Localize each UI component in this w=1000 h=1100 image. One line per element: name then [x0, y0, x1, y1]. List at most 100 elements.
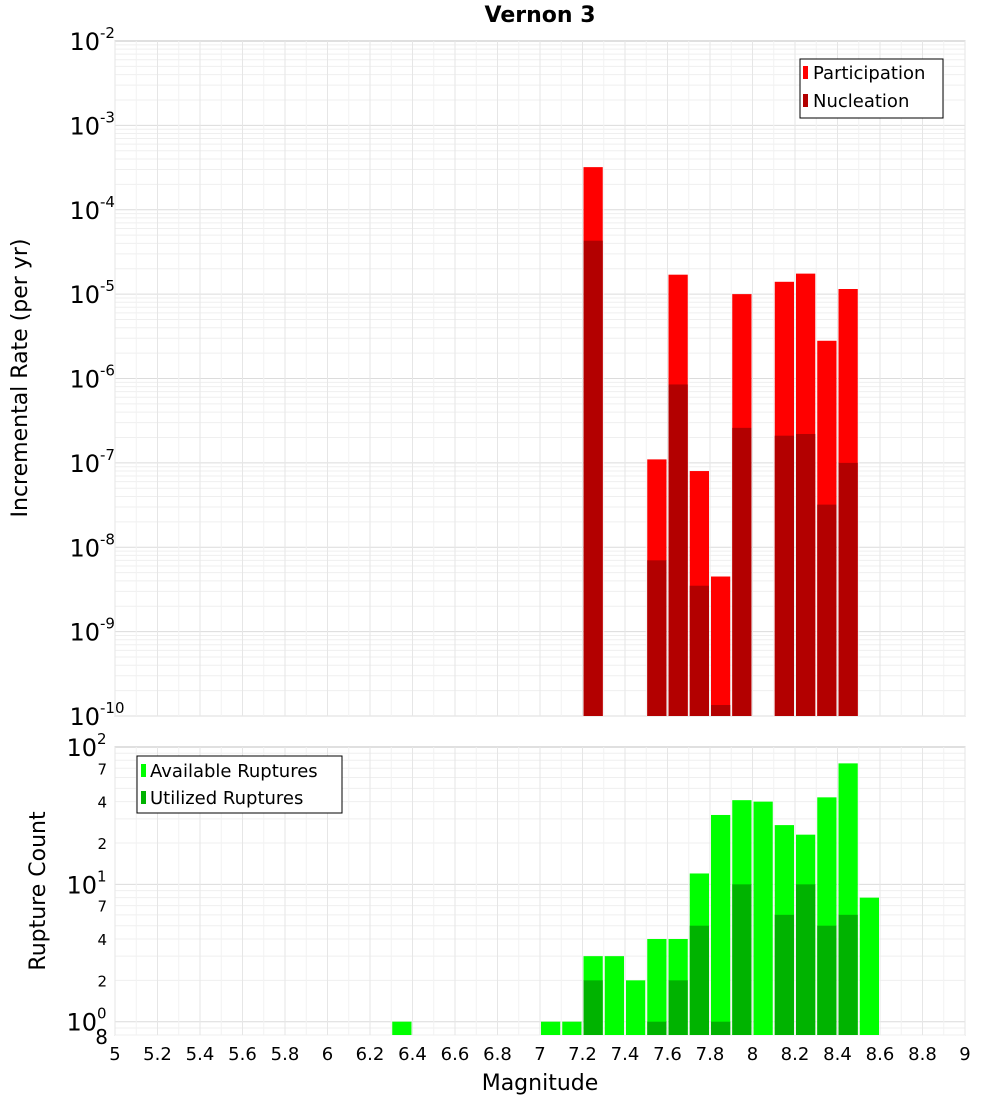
count-tick-base: 10: [66, 734, 97, 762]
utilized-bar: [647, 1021, 667, 1035]
magnitude-tick-label: 6.4: [398, 1044, 427, 1065]
magnitude-tick-label: 9: [959, 1044, 970, 1065]
rate-tick-base: 10: [69, 703, 100, 731]
rate-tick-exponent: -10: [100, 699, 125, 717]
count-y-axis-label: Rupture Count: [26, 811, 51, 971]
magnitude-tick-label: 5: [109, 1044, 120, 1065]
utilized-bar: [583, 980, 603, 1035]
magnitude-tick-label: 8: [747, 1044, 758, 1065]
available-bar: [647, 939, 667, 1035]
rate-y-tick-label: 10 -8: [69, 530, 115, 562]
nucleation-bar: [796, 433, 816, 716]
available-bar: [626, 980, 646, 1035]
available-bar: [753, 801, 773, 1035]
magnitude-tick-label: 5.8: [271, 1044, 300, 1065]
utilized-bar: [689, 925, 709, 1035]
magnitude-tick-label: 6: [322, 1044, 333, 1065]
magnitude-tick-label: 8.4: [823, 1044, 852, 1065]
magnitude-tick-label: 7.8: [696, 1044, 725, 1065]
nucleation-bar: [732, 427, 752, 716]
nucleation-bar: [647, 560, 667, 716]
available-bar: [859, 897, 879, 1035]
utilized-bar: [796, 884, 816, 1035]
magnitude-tick-label: 7.4: [611, 1044, 640, 1065]
rate-tick-exponent: -9: [100, 615, 115, 633]
rate-tick-base: 10: [69, 450, 100, 478]
magnitude-tick-label: 8.6: [866, 1044, 895, 1065]
magnitude-tick-label: 7: [534, 1044, 545, 1065]
rate-legend: Participation Nucleation: [799, 58, 944, 119]
utilized-bar: [774, 914, 794, 1035]
count-legend: Available Ruptures Utilized Ruptures: [136, 755, 343, 814]
utilized-bar: [817, 925, 837, 1035]
rate-y-tick-label: 10 -7: [69, 446, 115, 478]
rate-y-tick-label: 10 -3: [69, 108, 115, 140]
count-tick-exponent: 2: [97, 730, 107, 748]
rate-y-tick-label: 10 -6: [69, 362, 115, 394]
count-tick-base: 10: [66, 1009, 97, 1037]
rate-tick-exponent: -8: [100, 530, 115, 548]
utilized-bar: [838, 914, 858, 1035]
magnitude-tick-label: 6.6: [441, 1044, 470, 1065]
magnitude-tick-label: 7.2: [568, 1044, 597, 1065]
count-y-major-tick: 10 0: [66, 1005, 106, 1037]
count-bars: [392, 763, 879, 1035]
participation-legend-swatch: [803, 66, 808, 79]
rate-tick-base: 10: [69, 534, 100, 562]
nucleation-bar: [711, 705, 731, 716]
nucleation-bar: [838, 462, 858, 716]
available-bar: [562, 1021, 582, 1035]
rate-y-tick-label: 10 -10: [69, 699, 124, 731]
utilized-bar: [711, 1021, 731, 1035]
rate-y-tick-label: 10 -9: [69, 615, 115, 647]
rate-tick-base: 10: [69, 619, 100, 647]
nucleation-bar: [817, 504, 837, 716]
rate-y-axis-label: Incremental Rate (per yr): [8, 239, 33, 518]
rate-y-tick-labels: 10-210-310-410-510-610-710-810-910-10: [69, 24, 124, 731]
magnitude-tick-label: 5.2: [143, 1044, 172, 1065]
rate-tick-exponent: -3: [100, 108, 115, 126]
rate-tick-base: 10: [69, 112, 100, 140]
nucleation-legend-label: Nucleation: [813, 91, 909, 112]
rate-y-tick-label: 10 -4: [69, 193, 115, 225]
rate-grid: [114, 41, 966, 717]
count-y-minor-tick: 4: [97, 931, 107, 949]
magnitude-tick-label: 7.6: [653, 1044, 682, 1065]
rate-tick-exponent: -6: [100, 362, 115, 380]
participation-legend-label: Participation: [813, 63, 925, 84]
available-legend-swatch: [141, 764, 146, 777]
utilized-legend-label: Utilized Ruptures: [150, 788, 303, 809]
nucleation-bar: [774, 435, 794, 716]
count-tick-exponent: 1: [97, 867, 107, 885]
utilized-bar: [732, 884, 752, 1035]
rate-legend-box: [799, 58, 944, 119]
count-y-minor-tick: 8: [95, 1025, 108, 1049]
count-y-minor-tick: 2: [97, 972, 107, 990]
nucleation-legend-swatch: [803, 94, 808, 107]
utilized-bar: [668, 980, 688, 1035]
rate-tick-exponent: -7: [100, 446, 115, 464]
rate-y-tick-label: 10 -2: [69, 24, 115, 56]
rate-y-tick-label: 10 -5: [69, 277, 115, 309]
nucleation-bar: [668, 384, 688, 716]
magnitude-tick-label: 5.6: [228, 1044, 257, 1065]
count-y-major-tick: 10 1: [66, 867, 106, 899]
available-bar: [392, 1021, 412, 1035]
rate-tick-base: 10: [69, 366, 100, 394]
magnitude-tick-label: 5.4: [186, 1044, 215, 1065]
available-bar: [541, 1021, 561, 1035]
count-y-minor-tick: 7: [97, 898, 107, 916]
magnitude-tick-label: 8.8: [908, 1044, 937, 1065]
rate-tick-base: 10: [69, 28, 100, 56]
rate-tick-exponent: -4: [100, 193, 115, 211]
count-y-minor-tick: 4: [97, 794, 107, 812]
magnitude-tick-label: 6.2: [356, 1044, 385, 1065]
rate-tick-base: 10: [69, 197, 100, 225]
available-bar: [604, 956, 624, 1035]
rate-panel: 10-210-310-410-510-610-710-810-910-10 In…: [8, 24, 966, 731]
x-axis-label: Magnitude: [482, 1071, 599, 1096]
chart-title: Vernon 3: [485, 3, 596, 28]
available-legend-label: Available Ruptures: [150, 761, 318, 782]
rate-tick-base: 10: [69, 281, 100, 309]
